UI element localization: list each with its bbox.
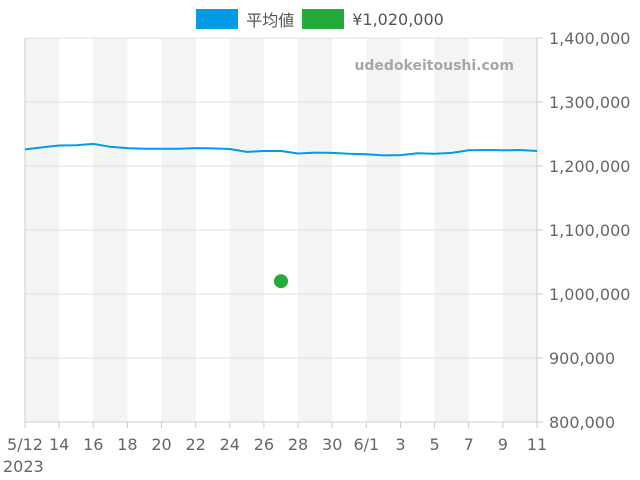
watermark: udedokeitoushi.com (354, 58, 514, 74)
scatter-points (274, 274, 288, 289)
y-tick-label: 900,000 (549, 349, 615, 368)
x-year-label: 2023 (3, 457, 44, 476)
y-tick-label: 1,200,000 (549, 157, 630, 176)
legend-item-average[interactable]: 平均値 (196, 7, 294, 31)
average-price-line (24, 142, 538, 157)
legend-label-average: 平均値 (246, 11, 295, 30)
y-tick-label: 800,000 (549, 413, 615, 432)
x-tick-label: 6/1 (353, 435, 379, 454)
x-tick-label: 24 (220, 435, 240, 454)
legend-swatch-price (302, 9, 345, 29)
x-tick-label: 5/12 (7, 435, 43, 454)
y-tick-label: 1,100,000 (549, 221, 630, 240)
legend-item-price[interactable]: ¥1,020,000 (302, 9, 444, 29)
x-tick-label: 30 (322, 435, 342, 454)
y-tick-label: 1,300,000 (549, 93, 630, 112)
price-point[interactable] (274, 274, 288, 289)
x-tick-label: 11 (527, 435, 547, 454)
x-tick-label: 9 (498, 435, 508, 454)
legend-swatch-average (196, 9, 239, 29)
y-tick-label: 1,400,000 (549, 29, 630, 48)
x-axis-ticks: 5/12 14 16 18 20 22 24 26 28 30 6/1 3 5 7 9 11 2023 (3, 422, 547, 476)
x-tick-label: 20 (151, 435, 171, 454)
x-tick-label: 7 (464, 435, 474, 454)
x-tick-label: 28 (288, 435, 308, 454)
x-tick-label: 14 (49, 435, 69, 454)
x-tick-label: 26 (254, 435, 274, 454)
grid-lines (25, 37, 537, 423)
x-tick-label: 16 (83, 435, 103, 454)
x-tick-label: 22 (185, 435, 205, 454)
legend-label-price: ¥1,020,000 (352, 9, 444, 29)
x-tick-label: 5 (430, 435, 440, 454)
y-axis-ticks: 800,000 900,000 1,000,000 1,100,000 1,200,00… (537, 29, 630, 432)
chart-legend: 平均値 ¥1,020,000 (0, 7, 640, 31)
x-tick-label: 3 (395, 435, 405, 454)
y-tick-label: 1,000,000 (549, 285, 630, 304)
x-tick-label: 18 (117, 435, 137, 454)
